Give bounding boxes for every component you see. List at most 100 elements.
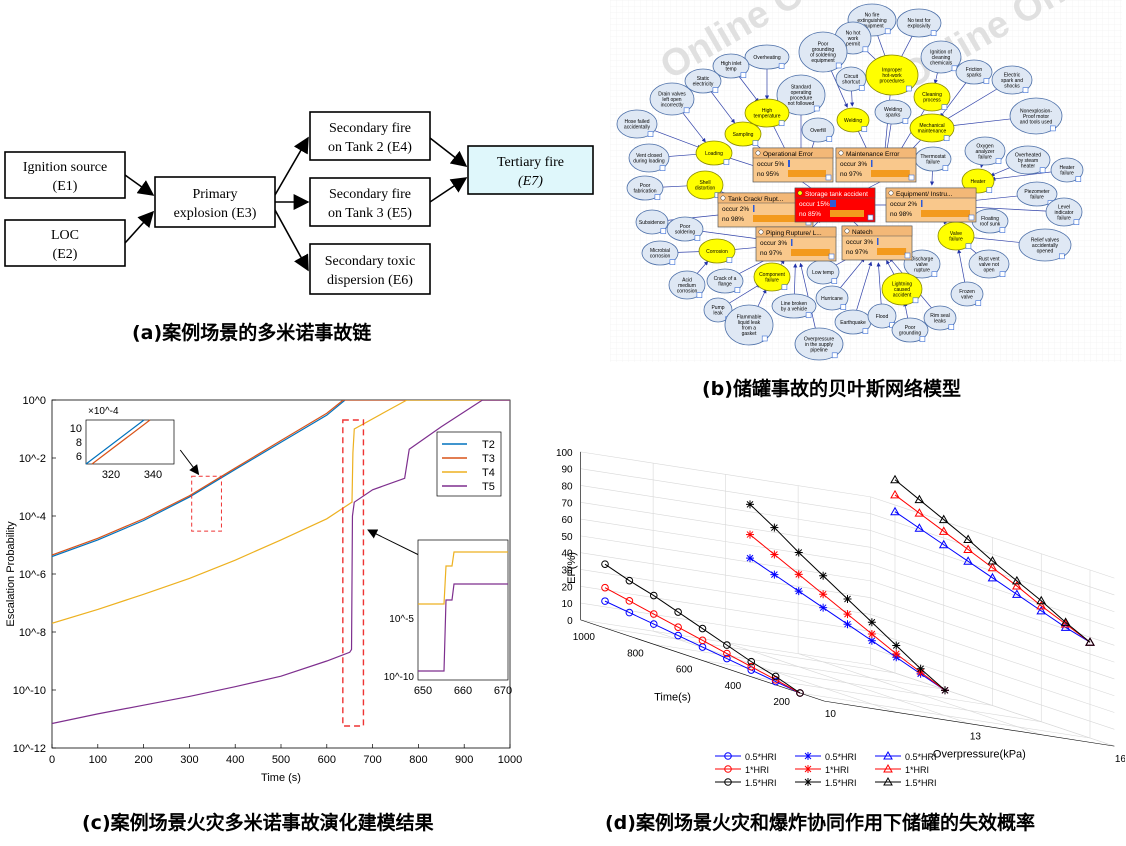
checkbox-icon: [734, 287, 741, 293]
bn-node-ellipse: [686, 170, 724, 200]
bn-node-label: flange: [718, 282, 732, 288]
chain-arrow: [274, 209, 309, 272]
bn-node-ellipse: [913, 82, 951, 112]
marker-star-stroke: [844, 595, 851, 603]
marker-triangle: [938, 514, 949, 524]
bn-node-label: corrosion: [677, 288, 698, 294]
checkbox-icon: [867, 214, 874, 221]
inset-1-y-tick: 10: [70, 423, 82, 435]
bn-node-ellipse: [744, 98, 790, 128]
checkbox-icon: [941, 104, 948, 110]
bn-node-label: Overfill: [810, 128, 826, 134]
chain-node-label: Tertiary fire: [497, 155, 564, 170]
inset-1-exponent: ×10^-4: [88, 406, 119, 417]
inset-2-x-tick: 660: [454, 685, 472, 697]
marker-circle: [601, 583, 609, 592]
legend-label: 1*HRI: [905, 765, 929, 775]
bn-node-ellipse: [1005, 145, 1051, 175]
x-tick-label: 300: [180, 754, 198, 766]
bn-node-label: corrosion: [650, 254, 671, 260]
inset-1-line-t3: [91, 419, 151, 465]
checkbox-icon: [683, 107, 690, 114]
bn-cpt-occur: occur 3%: [760, 240, 787, 247]
bn-cpt-header: [835, 147, 917, 159]
bn-node-label: medium: [678, 283, 696, 289]
bn-cpt-no: no 85%: [799, 211, 821, 218]
bn-node-ellipse: [891, 317, 929, 343]
bn-node-label: procedures: [879, 78, 905, 84]
caption-d: (d)案例场景火灾和爆炸协同作用下储罐的失效概率: [605, 812, 1035, 834]
legend-label: 1.5*HRI: [905, 778, 937, 788]
marker-star-stroke: [917, 665, 924, 673]
inset-2-line-t5: [418, 583, 508, 672]
bn-node-label: leak: [713, 311, 723, 317]
chain-node-e4: Secondary fire on Tank 2 (E4): [309, 111, 431, 161]
bn-node-label: Poor: [818, 42, 829, 48]
marker-star-stroke: [868, 618, 876, 626]
checkbox-icon: [942, 165, 949, 171]
x-tick-label: 600: [318, 754, 336, 766]
bn-node-ellipse: [881, 272, 923, 306]
chain-node-box: [154, 176, 276, 228]
x-tick-label: 900: [455, 754, 473, 766]
marker-triangle: [963, 534, 973, 543]
checkbox-icon: [831, 278, 838, 284]
bn-node-label: Overheating: [753, 55, 780, 61]
bn-node-label: Piezometer: [1024, 189, 1050, 195]
bn-cpt-occur-bar: [877, 238, 879, 245]
marker-star-stroke: [892, 650, 900, 658]
zoom-arrow-2: [367, 529, 424, 558]
bn-cause-b24: Subsidence: [635, 209, 669, 235]
bn-node-label: Vent closed: [636, 153, 662, 159]
checkbox-icon: [826, 136, 833, 142]
marker-star-stroke: [819, 590, 827, 598]
bn-node-label: failure: [765, 278, 779, 284]
bn-node-label: operating: [791, 90, 812, 96]
marker-triangle: [1060, 617, 1071, 626]
bn-cpt-pr: Piping Rupture/ L... occur 3% no 97%: [755, 226, 837, 262]
marker-star-stroke: [771, 571, 778, 578]
legend-label: 0.5*HRI: [825, 752, 857, 762]
bn-node-ellipse: [712, 53, 750, 79]
checkbox-icon: [858, 85, 865, 91]
bn-cause-b13: Overfill: [801, 117, 835, 143]
bn-cpt-occur-bar: [753, 205, 755, 212]
series-line-T4: [52, 400, 510, 624]
bn-node-label: Lightning: [892, 281, 913, 287]
bn-cpt-no: no 97%: [846, 249, 868, 256]
z-axis-label: EP(%): [566, 552, 578, 584]
z-tick-label: 70: [562, 498, 574, 509]
legend-label: T4: [482, 467, 495, 479]
marker-circle: [723, 641, 731, 649]
legend-label: 1*HRI: [825, 765, 849, 775]
checkbox-icon: [778, 63, 785, 69]
bn-node-ellipse: [835, 66, 867, 92]
bn-node-label: temperature: [754, 114, 781, 120]
bn-node-label: No hot: [846, 30, 861, 36]
checkbox-icon: [1073, 219, 1080, 225]
marker-triangle: [883, 763, 893, 773]
bn-node-label: cleaning: [932, 55, 951, 61]
bn-node-label: Static: [697, 76, 710, 82]
bn-cpt-occur-bar: [791, 239, 793, 246]
grid-line: [653, 630, 897, 713]
bn-node-label: Drain valves: [658, 91, 686, 97]
bn-cpt-occur: occur 15%: [799, 201, 830, 208]
bn-status-icon: [844, 228, 850, 234]
bn-cpt-occur: occur 2%: [722, 206, 749, 213]
legend-label: T3: [482, 453, 495, 465]
legend-box: [436, 431, 502, 497]
bn-intermediate-y4: Loading: [695, 140, 733, 166]
bn-node-ellipse: [703, 297, 733, 323]
y-tick-label: 600: [676, 665, 693, 676]
panel-b-bayesian-network: Online Only Online Only No fireextinguis…: [610, 0, 1122, 362]
bn-node-ellipse: [964, 136, 1006, 166]
chain-node-label: Ignition source: [23, 160, 107, 175]
bn-node-label: Rust vent: [978, 256, 1000, 262]
